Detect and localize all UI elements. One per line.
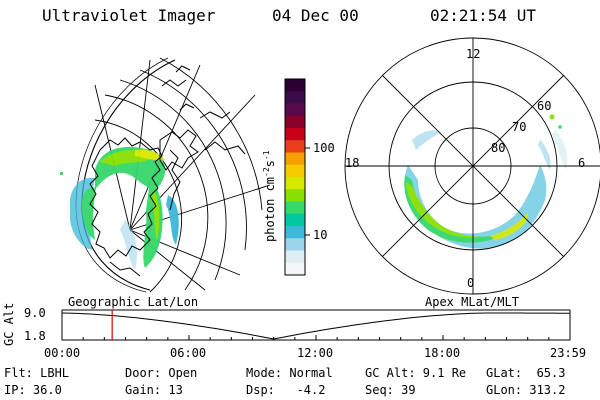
alt-tick-1800: 18:00 xyxy=(424,346,461,360)
colorbar-swatch xyxy=(285,226,305,239)
alt-ybot: 1.8 xyxy=(24,329,46,343)
status-ip: IP: 36.0 xyxy=(4,383,62,397)
status-mode: Mode: Normal xyxy=(246,366,333,380)
colorbar-swatch xyxy=(285,238,305,251)
colorbar-swatch xyxy=(285,177,305,190)
colorbar-swatch xyxy=(285,91,305,104)
colorbar-swatch xyxy=(285,140,305,153)
alt-tick-0600: 06:00 xyxy=(170,346,207,360)
polar-map xyxy=(344,37,600,295)
mlt-label-0: 0 xyxy=(467,276,475,290)
mlat-label-60: 60 xyxy=(537,99,552,113)
mlt-label-12: 12 xyxy=(466,47,481,61)
status-dsp: Dsp: -4.2 xyxy=(246,383,326,397)
altitude-plot xyxy=(61,309,571,341)
status-seq: Seq: 39 xyxy=(365,383,416,397)
colorbar-tick-10: 10 xyxy=(313,228,328,242)
status-door: Door: Open xyxy=(125,366,198,380)
colorbar-swatch xyxy=(285,128,305,141)
colorbar-swatch xyxy=(285,262,305,276)
alt-tick-2359: 23:59 xyxy=(550,346,587,360)
colorbar-tick-100: 100 xyxy=(313,141,335,155)
colorbar-frame xyxy=(284,78,306,276)
apex-caption: Apex MLat/MLT xyxy=(425,295,519,309)
colorbar-swatch xyxy=(285,213,305,227)
mlat-label-70: 70 xyxy=(512,120,527,134)
mlt-label-6: 6 xyxy=(578,156,586,170)
time-readout: 02:21:54 UT xyxy=(430,6,536,25)
colorbar xyxy=(284,78,310,276)
colorbar-swatch xyxy=(285,250,305,264)
colorbar-label: photon cm-2s-1 xyxy=(262,150,277,242)
colorbar-swatch xyxy=(285,103,305,117)
colorbar-swatch xyxy=(285,152,305,166)
status-glat: GLat: 65.3 xyxy=(486,366,566,380)
status-filter: Flt: LBHL xyxy=(4,366,70,380)
status-gc-alt: GC Alt: 9.1 Re xyxy=(365,366,467,380)
geographic-map xyxy=(60,57,270,293)
geographic-caption: Geographic Lat/Lon xyxy=(68,295,199,309)
mlat-label-80: 80 xyxy=(491,141,506,155)
date-readout: 04 Dec 00 xyxy=(272,6,359,25)
colorbar-swatch xyxy=(285,79,305,92)
colorbar-swatch xyxy=(285,115,305,129)
colorbar-swatch xyxy=(285,189,305,202)
alt-ytop: 9.0 xyxy=(24,306,46,320)
alt-tick-1200: 12:00 xyxy=(297,346,334,360)
status-glon: GLon: 313.2 xyxy=(486,383,566,397)
app-title: Ultraviolet Imager xyxy=(42,6,216,25)
alt-ylabel: GC Alt xyxy=(2,302,16,346)
alt-tick-0000: 00:00 xyxy=(44,346,81,360)
mlt-label-18: 18 xyxy=(345,156,360,170)
colorbar-swatch xyxy=(285,201,305,215)
colorbar-swatch xyxy=(285,164,305,178)
status-gain: Gain: 13 xyxy=(125,383,183,397)
